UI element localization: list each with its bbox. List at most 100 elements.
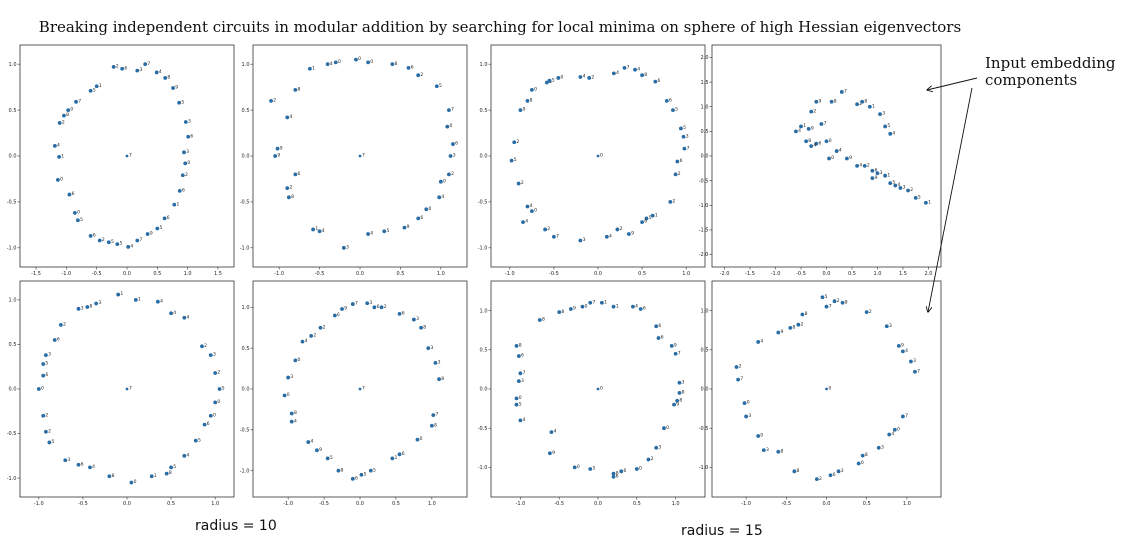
scatter-point [640, 220, 644, 225]
scatter-point [677, 391, 682, 395]
point-label: 2 [48, 428, 51, 434]
point-label-center: 7 [129, 153, 132, 159]
point-label: 3 [188, 119, 191, 125]
point-label: 6 [298, 171, 301, 177]
scatter-point [878, 112, 882, 117]
scatter-panel-1: -1.5 -1.0 -0.5 0.0 0.5 1.0 1.5 -1.0 -0.5 0.0 0.5 1.… [7, 44, 235, 277]
scatter-point [664, 99, 669, 103]
x-tick-label: -1.0 [741, 501, 751, 507]
point-label: 9 [319, 447, 322, 453]
scatter-point [52, 338, 57, 342]
scatter-point [832, 299, 837, 304]
scatter-point [58, 322, 63, 327]
point-label: 9 [780, 329, 783, 335]
scatter-point [183, 161, 188, 166]
x-tick-label: 2.0 [924, 271, 932, 277]
scatter-point [611, 471, 616, 476]
y-tick-label: -1.0 [7, 476, 17, 482]
point-label: 4 [322, 228, 325, 234]
scatter-point [887, 432, 892, 437]
scatter-point [518, 108, 523, 112]
point-label: 9 [523, 107, 526, 113]
scatter-point [640, 73, 644, 78]
scatter-point [52, 144, 57, 148]
scatter-point [824, 139, 829, 144]
scatter-point [289, 411, 294, 416]
scatter-point [633, 67, 637, 72]
scatter-point [512, 140, 517, 145]
point-label: 5 [592, 466, 595, 472]
scatter-point [94, 84, 99, 89]
point-label: 0 [829, 138, 832, 144]
x-tick-label: -0.5 [781, 501, 791, 507]
point-label: 1 [395, 455, 398, 461]
point-label: 0 [443, 178, 446, 184]
scatter-point [75, 218, 80, 223]
scatter-point [888, 131, 893, 136]
scatter-point [433, 360, 438, 365]
point-label: 1 [154, 473, 157, 479]
point-label: 4 [554, 429, 557, 435]
point-label: 5 [552, 77, 555, 83]
point-label: 0 [217, 399, 220, 405]
point-label: 1 [61, 154, 64, 160]
point-label: 4 [441, 194, 444, 200]
point-label: 6 [402, 310, 405, 316]
y-tick-label: 1.0 [242, 62, 250, 68]
point-label: 0 [187, 160, 190, 166]
scatter-point [870, 176, 875, 181]
scatter-point [382, 229, 387, 234]
point-label: 6 [661, 335, 664, 341]
scatter-panel-6: -1.0 -0.5 0.0 0.5 1.0-1.0-0.50.00.51.077 36 26… [240, 280, 468, 507]
point-label: 6 [658, 78, 661, 84]
point-label: 1 [803, 123, 806, 129]
scatter-point [580, 304, 585, 309]
scatter-point [419, 325, 423, 330]
scatter-point [906, 188, 910, 193]
point-label: 0 [747, 400, 750, 406]
point-label: 0 [134, 479, 137, 485]
point-label: 4 [92, 464, 95, 470]
point-label: 2 [185, 172, 188, 178]
y-tick-label: 0.0 [480, 387, 488, 393]
y-tick-label: -1.0 [478, 246, 488, 252]
point-label: 5 [160, 225, 163, 231]
x-tick-label: 0.0 [594, 271, 602, 277]
scatter-point [796, 322, 801, 327]
scatter-point [57, 121, 62, 125]
point-label: 6 [207, 421, 210, 427]
point-label: 2 [313, 333, 316, 339]
point-label: 8 [805, 311, 808, 317]
point-label: 4 [173, 310, 176, 316]
point-label: 3 [521, 378, 524, 384]
scatter-point [819, 122, 824, 126]
point-label: 3 [889, 323, 892, 329]
point-label: 2 [273, 98, 276, 104]
scatter-point [913, 195, 918, 200]
point-label: 9 [344, 306, 347, 312]
point-label: 0 [338, 59, 341, 65]
scatter-point [336, 468, 341, 473]
y-tick-label: 2.0 [701, 55, 709, 61]
scatter-panel-4: -2.0 -1.5 -1.0 -0.5 0.0 0.5 1.0 1.5 2.0 -2.0 -1.5 -… [699, 44, 942, 277]
point-label: 0 [519, 395, 522, 401]
y-tick-label: -0.5 [7, 200, 17, 206]
point-label: 0 [287, 392, 290, 398]
scatter-point [120, 66, 125, 71]
scatter-point [870, 168, 875, 173]
scatter-point [372, 305, 377, 310]
point-label: 7 [829, 303, 832, 309]
scatter-point [864, 310, 869, 315]
x-tick-label: 0.0 [356, 271, 364, 277]
scatter-point [41, 373, 46, 378]
point-label: 3 [903, 185, 906, 191]
point-label: 3 [346, 244, 349, 250]
point-label: 3 [416, 316, 419, 322]
point-label: 2 [384, 304, 387, 310]
point-label: 3 [213, 352, 216, 358]
scatter-point [860, 453, 865, 458]
x-tick-label: -1.5 [31, 271, 41, 277]
scatter-point [909, 359, 913, 364]
point-label: 8 [864, 98, 867, 104]
scatter-point [800, 312, 805, 317]
